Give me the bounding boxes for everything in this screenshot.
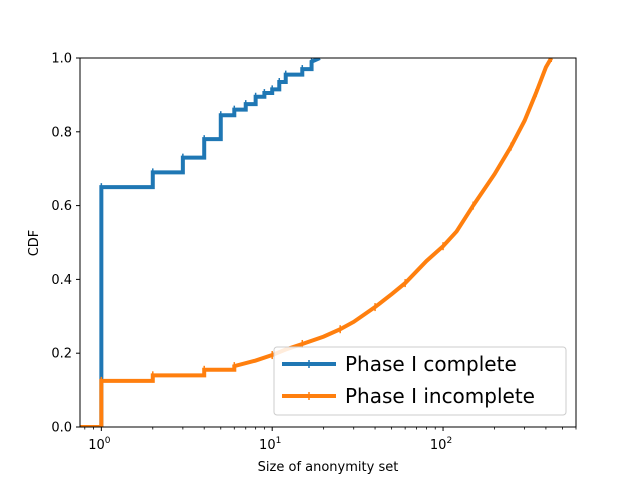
- legend: Phase I complete Phase I incomplete: [273, 346, 567, 416]
- y-tick-label: 0.4: [51, 273, 72, 288]
- axes-frame: [79, 57, 577, 428]
- x-tick-label: 100: [88, 436, 111, 453]
- x-tick-label: 101: [259, 436, 281, 453]
- y-tick-label: 0.0: [51, 421, 72, 436]
- legend-label: Phase I incomplete: [345, 384, 535, 408]
- y-tick-label: 0.8: [51, 125, 72, 140]
- plot-area: [80, 58, 554, 427]
- y-axis-label: CDF: [27, 230, 42, 257]
- y-tick-label: 0.2: [51, 347, 72, 362]
- legend-box: [273, 346, 567, 416]
- x-tick-label: 102: [430, 436, 452, 453]
- legend-label: Phase I complete: [345, 352, 517, 376]
- axes: 0.0 0.2 0.4 0.6 0.8 1.0 100 101 102: [51, 52, 577, 453]
- y-tick-label: 0.6: [51, 199, 72, 214]
- x-axis-label: Size of anonymity set: [258, 460, 399, 475]
- series-line-complete: [80, 58, 321, 427]
- y-tick-label: 1.0: [51, 52, 72, 67]
